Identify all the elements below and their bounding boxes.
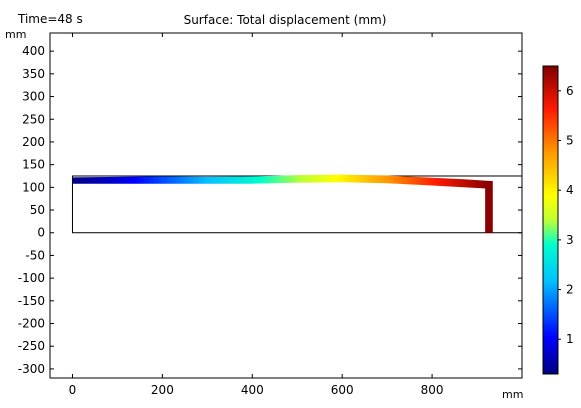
y-tick-label: 50 <box>30 203 45 217</box>
colorbar-tick-label: 5 <box>566 134 574 148</box>
y-tick-label: 250 <box>22 112 45 126</box>
y-tick-label: 0 <box>37 226 45 240</box>
x-tick-label: 800 <box>421 383 444 397</box>
colorbar: 1 2 3 4 5 6 <box>542 65 574 375</box>
y-tick-label: 200 <box>22 135 45 149</box>
y-tick-label: 300 <box>22 90 45 104</box>
x-tick-label: 400 <box>241 383 264 397</box>
x-tick-label: 600 <box>331 383 354 397</box>
colorbar-tick-label: 6 <box>566 84 574 98</box>
time-label: Time=48 s <box>17 12 83 26</box>
y-tick-label: 100 <box>22 180 45 194</box>
deformed-surface <box>72 174 493 233</box>
y-tick-label: -300 <box>18 362 45 376</box>
colorbar-tick-label: 3 <box>566 233 574 247</box>
x-tick-label: 200 <box>151 383 174 397</box>
colorbar-tick-label: 1 <box>566 332 574 346</box>
colorbar-tick-label: 2 <box>566 283 574 297</box>
y-tick-label: -200 <box>18 317 45 331</box>
y-unit-label: mm <box>5 28 26 41</box>
axes: 400 350 300 250 200 150 100 50 0 -50 -100 -150 -200 -… <box>18 32 523 397</box>
tip-column <box>485 180 493 233</box>
chart-title: Surface: Total displacement (mm) <box>184 13 387 27</box>
y-tick-label: 350 <box>22 67 45 81</box>
y-tick-label: -50 <box>25 248 45 262</box>
y-tick-label: -100 <box>18 271 45 285</box>
y-tick-label: 150 <box>22 158 45 172</box>
deformed-beam <box>72 174 491 189</box>
y-tick-label: -150 <box>18 294 45 308</box>
y-tick-label: -250 <box>18 339 45 353</box>
plot-frame <box>49 32 523 379</box>
x-tick-label: 0 <box>69 383 77 397</box>
colorbar-tick-label: 4 <box>566 183 574 197</box>
x-unit-label: mm <box>502 388 523 401</box>
colorbar-gradient <box>542 65 559 375</box>
y-tick-label: 400 <box>22 44 45 58</box>
